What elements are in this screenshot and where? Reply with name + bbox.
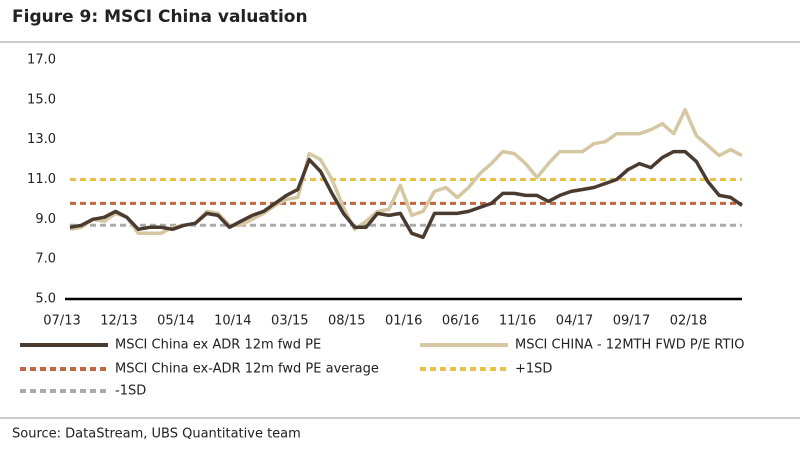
source: Source: DataStream, UBS Quantitative tea… xyxy=(12,427,301,442)
series-line xyxy=(69,108,743,236)
y-tick-label: 7.0 xyxy=(35,252,56,267)
x-tick-label: 02/18 xyxy=(670,314,707,329)
y-tick-label: 17.0 xyxy=(27,53,56,68)
y-tick-label: 5.0 xyxy=(35,292,56,307)
legend-label: -1SD xyxy=(115,384,146,399)
x-tick-label: 09/17 xyxy=(613,314,650,329)
legend-label: +1SD xyxy=(515,362,552,377)
x-tick-label: 12/13 xyxy=(100,314,137,329)
x-tick-label: 04/17 xyxy=(556,314,593,329)
legend-label: MSCI China ex ADR 12m fwd PE xyxy=(115,338,321,353)
legend-label: MSCI CHINA - 12MTH FWD P/E RTIO xyxy=(515,338,745,353)
y-tick-label: 9.0 xyxy=(35,212,56,227)
x-tick-label: 07/13 xyxy=(43,314,80,329)
y-tick-label: 13.0 xyxy=(27,132,56,147)
x-tick-label: 03/15 xyxy=(271,314,308,329)
y-tick-label: 11.0 xyxy=(27,172,56,187)
x-tick-label: 11/16 xyxy=(499,314,536,329)
legend-label: MSCI China ex-ADR 12m fwd PE average xyxy=(115,362,379,377)
y-tick-label: 15.0 xyxy=(27,92,56,107)
x-tick-label: 05/14 xyxy=(157,314,194,329)
x-tick-label: 01/16 xyxy=(385,314,422,329)
series-line xyxy=(69,149,744,240)
x-tick-label: 10/14 xyxy=(214,314,251,329)
chart-title: Figure 9: MSCI China valuation xyxy=(12,7,308,27)
x-tick-label: 06/16 xyxy=(442,314,479,329)
x-tick-label: 08/15 xyxy=(328,314,365,329)
